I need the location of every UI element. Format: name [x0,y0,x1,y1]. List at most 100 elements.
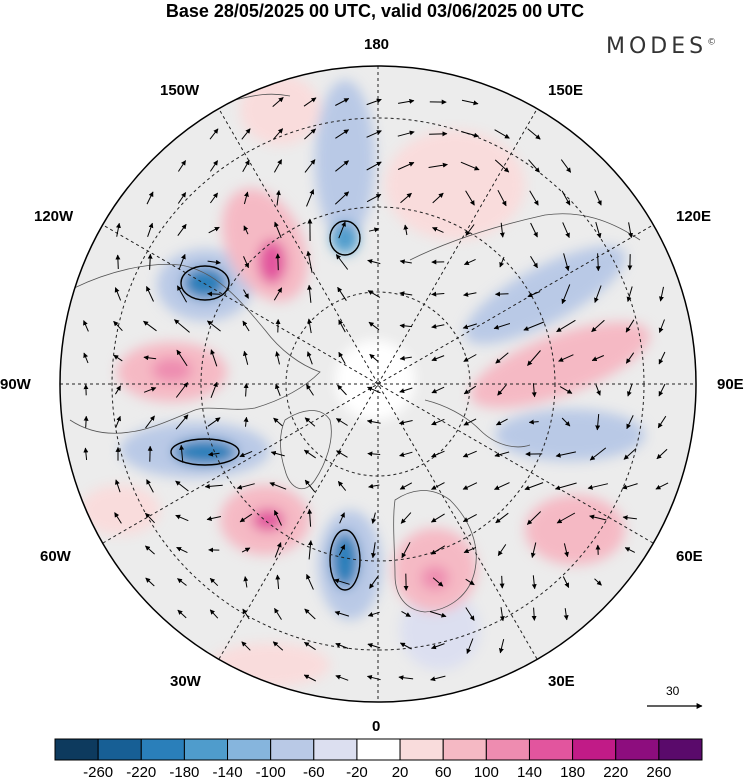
colorbar-swatch [658,738,703,761]
wind-vector [275,383,281,396]
pole-neutral-area [335,340,415,420]
coast-europe [393,490,477,613]
lon-label-0: 0 [372,718,381,735]
wind-vector [210,349,218,367]
wind-vector [621,483,638,490]
wind-vector [274,607,282,620]
graticule [60,66,696,702]
wind-vector [338,221,346,239]
wind-vector [595,384,601,396]
anomaly-pos-high-4-core [421,566,449,590]
wind-vector [243,191,249,205]
wind-vector [561,190,571,206]
wind-vector [625,352,635,364]
wind-vector [368,227,380,233]
wind-vector [241,641,251,651]
wind-vector [368,321,380,331]
wind-vector [209,192,219,204]
contour-low-4 [329,220,361,256]
wind-vector [239,450,253,458]
wind-vector [209,160,219,172]
wind-vector [432,192,444,204]
wind-vector [399,355,412,361]
wind-vector [83,352,89,364]
wind-vector [499,256,505,268]
wind-vector [401,541,411,559]
anomaly-pos-high-2-core [152,358,192,382]
colorbar-tick-label: 140 [516,764,542,781]
wind-vector [367,386,381,394]
colorbar-swatch [54,738,99,761]
wind-vector [176,546,188,554]
wind-vector [242,159,250,173]
wind-vector [431,482,445,490]
coast-greenland [280,410,332,490]
wind-vector [175,514,189,522]
wind-vector [333,578,350,585]
lon-label-60e: 60E [676,548,703,565]
wind-vector [307,318,313,334]
wind-vector [397,162,415,170]
wind-vector [207,417,221,427]
wind-vector [303,97,317,107]
anomaly-pos-high-6 [470,321,650,409]
wind-vector [495,418,508,426]
wind-vector [494,159,510,173]
lon-label-30w: 30W [170,673,201,690]
wind-vector [338,319,346,333]
wind-vector [175,382,189,398]
wind-vector [463,546,477,554]
wind-vector [334,610,350,617]
wind-vector [656,448,668,460]
wind-vector [115,254,121,270]
wind-vector [145,512,155,524]
wind-vector [556,319,576,333]
wind-vector [83,447,89,461]
wind-vector [594,285,602,303]
wind-vector [209,577,219,587]
wind-vector [432,577,444,587]
colorbar-tick-label: 180 [560,764,586,781]
wind-vector [335,418,348,426]
lon-label-120w: 120W [34,208,74,225]
wind-vector [594,578,602,586]
anomaly-field [80,75,650,687]
wind-vector [208,226,220,234]
wind-vector [177,192,187,204]
wind-vector [303,449,316,459]
wind-vector [658,383,666,397]
colorbar-tick-label: -140 [212,764,243,781]
wind-vector [431,291,445,297]
wind-vector [655,482,669,490]
wind-vector [528,159,540,173]
wind-vector [399,291,413,297]
wind-vector [206,516,222,521]
wind-vector [83,415,89,428]
wind-vector [275,190,281,206]
wind-vector [275,351,280,365]
wind-vector [270,450,285,457]
wind-vector [335,674,349,681]
anomaly-neg-low-1-core [183,267,227,299]
wind-vector [371,512,377,524]
wind-vector [463,354,477,362]
wind-vector [274,542,282,558]
wind-vector [114,512,122,524]
wind-vector [241,547,251,553]
wind-vector [366,98,382,106]
anomaly-neg-low-2-core [173,439,237,465]
map-title: Base 28/05/2025 00 UTC, valid 03/06/2025… [165,1,585,21]
wind-vector [307,284,313,303]
wind-vector [306,384,314,396]
wind-vector [527,291,541,298]
wind-vector [399,387,413,394]
wind-vector [531,383,537,398]
wind-vector [272,641,284,651]
wind-vector [625,319,635,333]
wind-vector [591,319,605,333]
wind-vector [432,227,444,233]
wind-vector [495,512,509,524]
wind-vector [431,643,445,650]
wind-vector [177,223,187,236]
wind-vector [555,451,577,458]
